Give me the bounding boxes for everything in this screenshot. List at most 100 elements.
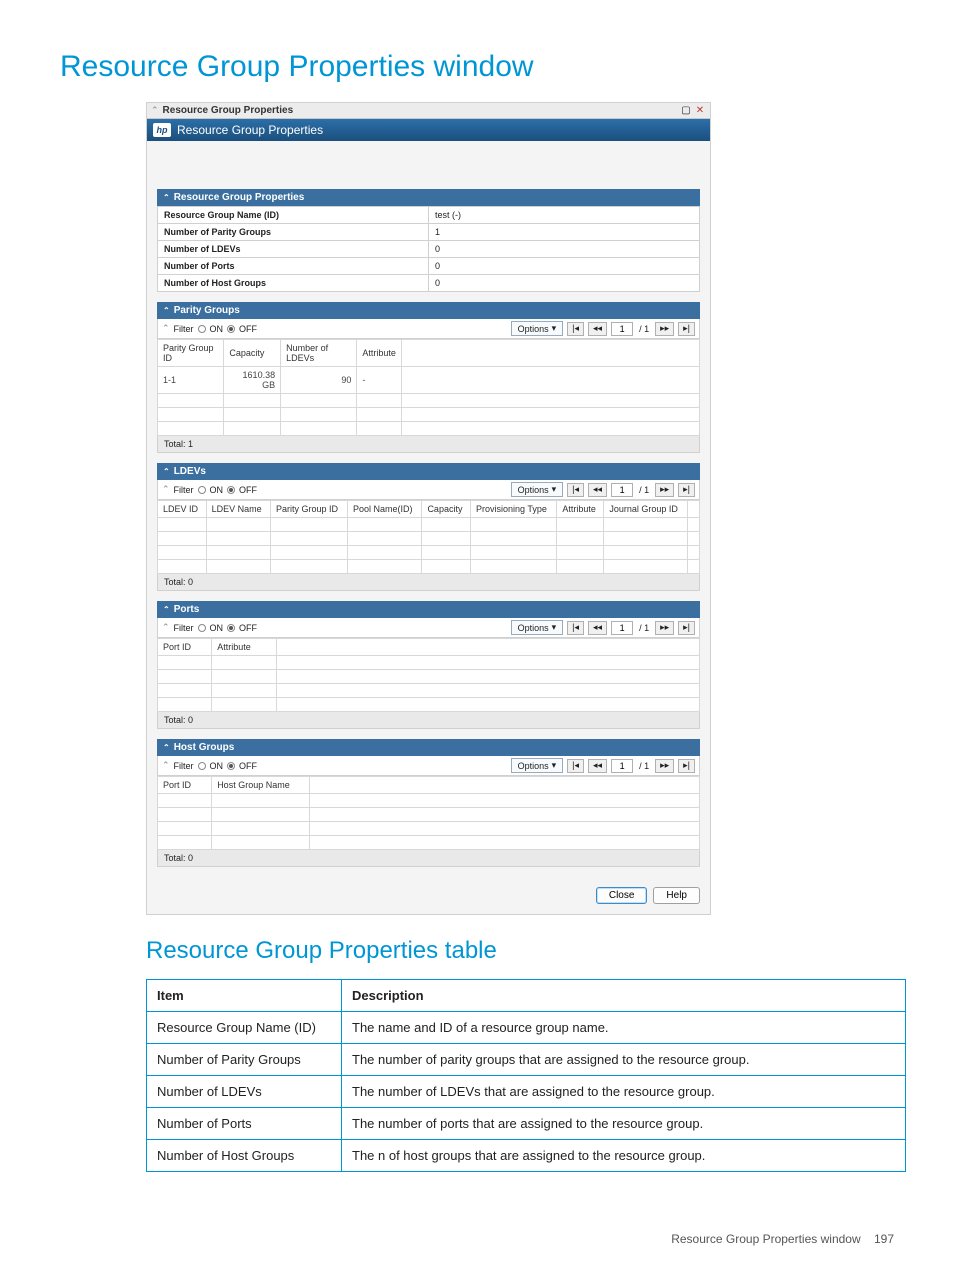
page-title: Resource Group Properties window <box>60 50 914 84</box>
next-page-button[interactable]: ▸▸ <box>655 483 674 497</box>
col-header[interactable]: Port ID <box>158 639 212 656</box>
desc-item: Number of LDEVs <box>147 1076 342 1108</box>
last-page-button[interactable]: ▸| <box>678 759 695 773</box>
col-spacer <box>277 639 700 656</box>
filter-off-radio[interactable] <box>227 325 235 333</box>
first-page-button[interactable]: |◂ <box>567 483 584 497</box>
total-row: Total: 0 <box>157 712 700 729</box>
last-page-button[interactable]: ▸| <box>678 483 695 497</box>
col-header[interactable]: Attribute <box>357 340 402 367</box>
filter-on-label: ON <box>210 485 224 495</box>
cell[interactable]: 1-1 <box>158 367 224 394</box>
table-row: Resource Group Name (ID)test (-) <box>158 207 700 224</box>
table-row: Number of PortsThe number of ports that … <box>147 1108 906 1140</box>
col-header[interactable]: Parity Group ID <box>158 340 224 367</box>
section-title: Ports <box>174 604 200 615</box>
next-page-button[interactable]: ▸▸ <box>655 759 674 773</box>
first-page-button[interactable]: |◂ <box>567 322 584 336</box>
filter-on-radio[interactable] <box>198 762 206 770</box>
table-row <box>158 670 700 684</box>
next-page-button[interactable]: ▸▸ <box>655 621 674 635</box>
prev-page-button[interactable]: ◂◂ <box>588 621 607 635</box>
description-table: Item Description Resource Group Name (ID… <box>146 979 906 1172</box>
section-head-host-groups[interactable]: ⌃ Host Groups <box>157 739 700 756</box>
chevron-icon: ⌃ <box>163 193 170 202</box>
options-button[interactable]: Options▾ <box>511 758 564 773</box>
page-input[interactable] <box>611 621 633 635</box>
first-page-button[interactable]: |◂ <box>567 759 584 773</box>
host-groups-grid: Port ID Host Group Name <box>157 776 700 850</box>
filter-off-label: OFF <box>239 623 257 633</box>
maximize-icon[interactable]: ▢ <box>680 105 692 117</box>
desc-text: The number of parity groups that are ass… <box>342 1044 906 1076</box>
prev-page-button[interactable]: ◂◂ <box>588 483 607 497</box>
chevron-icon: ⌃ <box>163 306 170 315</box>
page-input[interactable] <box>611 759 633 773</box>
prop-label: Number of Ports <box>158 258 429 275</box>
section-head-parity-groups[interactable]: ⌃ Parity Groups <box>157 302 700 319</box>
options-button[interactable]: Options▾ <box>511 620 564 635</box>
filter-off-radio[interactable] <box>227 624 235 632</box>
chevron-down-icon: ▾ <box>552 622 557 633</box>
filter-on-label: ON <box>210 761 224 771</box>
filter-row-parity: ⌃ Filter ON OFF Options▾ |◂ ◂◂ / 1 ▸▸ ▸| <box>157 319 700 339</box>
col-spacer <box>401 340 699 367</box>
col-header[interactable]: Host Group Name <box>212 777 310 794</box>
desc-text: The n of host groups that are assigned t… <box>342 1140 906 1172</box>
table-row <box>158 794 700 808</box>
table-row <box>158 698 700 712</box>
collapse-icon[interactable]: ⌃ <box>151 105 159 116</box>
table-row <box>158 656 700 670</box>
section-head-ports[interactable]: ⌃ Ports <box>157 601 700 618</box>
page-input[interactable] <box>611 322 633 336</box>
hp-banner: hp Resource Group Properties <box>147 119 710 141</box>
col-header[interactable]: Parity Group ID <box>270 501 347 518</box>
filter-off-radio[interactable] <box>227 486 235 494</box>
footer-label: Resource Group Properties window <box>671 1232 860 1246</box>
page-input[interactable] <box>611 483 633 497</box>
table-row <box>158 408 700 422</box>
last-page-button[interactable]: ▸| <box>678 322 695 336</box>
next-page-button[interactable]: ▸▸ <box>655 322 674 336</box>
filter-off-radio[interactable] <box>227 762 235 770</box>
options-button[interactable]: Options▾ <box>511 482 564 497</box>
col-spacer <box>309 777 699 794</box>
prev-page-button[interactable]: ◂◂ <box>588 322 607 336</box>
last-page-button[interactable]: ▸| <box>678 621 695 635</box>
col-header[interactable]: LDEV Name <box>206 501 270 518</box>
options-button[interactable]: Options▾ <box>511 321 564 336</box>
first-page-button[interactable]: |◂ <box>567 621 584 635</box>
prop-label: Number of Parity Groups <box>158 224 429 241</box>
desc-item: Resource Group Name (ID) <box>147 1012 342 1044</box>
chevron-icon: ⌃ <box>163 743 170 752</box>
section-head-ldevs[interactable]: ⌃ LDEVs <box>157 463 700 480</box>
filter-row-ldevs: ⌃ Filter ON OFF Options▾ |◂ ◂◂ / 1 ▸▸ ▸| <box>157 480 700 500</box>
filter-on-radio[interactable] <box>198 486 206 494</box>
table-row: 1-1 1610.38 GB 90 - <box>158 367 700 394</box>
cell: - <box>357 367 402 394</box>
help-button[interactable]: Help <box>653 887 700 904</box>
col-header[interactable]: Capacity <box>422 501 471 518</box>
col-header[interactable]: Port ID <box>158 777 212 794</box>
desc-item: Number of Host Groups <box>147 1140 342 1172</box>
cell: 1610.38 GB <box>224 367 281 394</box>
section-title: Resource Group Properties <box>174 192 305 203</box>
prev-page-button[interactable]: ◂◂ <box>588 759 607 773</box>
chevron-icon: ⌃ <box>163 467 170 476</box>
section-head-properties[interactable]: ⌃ Resource Group Properties <box>157 189 700 206</box>
close-button[interactable]: Close <box>596 887 648 904</box>
desc-item: Number of Parity Groups <box>147 1044 342 1076</box>
close-icon[interactable]: ✕ <box>694 105 706 117</box>
filter-on-radio[interactable] <box>198 325 206 333</box>
table-row <box>158 422 700 436</box>
col-header[interactable]: Pool Name(ID) <box>348 501 422 518</box>
table-row <box>158 822 700 836</box>
col-header[interactable]: Attribute <box>212 639 277 656</box>
col-header[interactable]: Attribute <box>557 501 604 518</box>
col-header[interactable]: LDEV ID <box>158 501 207 518</box>
col-header[interactable]: Journal Group ID <box>604 501 688 518</box>
col-header[interactable]: Provisioning Type <box>471 501 557 518</box>
col-header[interactable]: Number of LDEVs <box>281 340 357 367</box>
filter-on-radio[interactable] <box>198 624 206 632</box>
col-header[interactable]: Capacity <box>224 340 281 367</box>
